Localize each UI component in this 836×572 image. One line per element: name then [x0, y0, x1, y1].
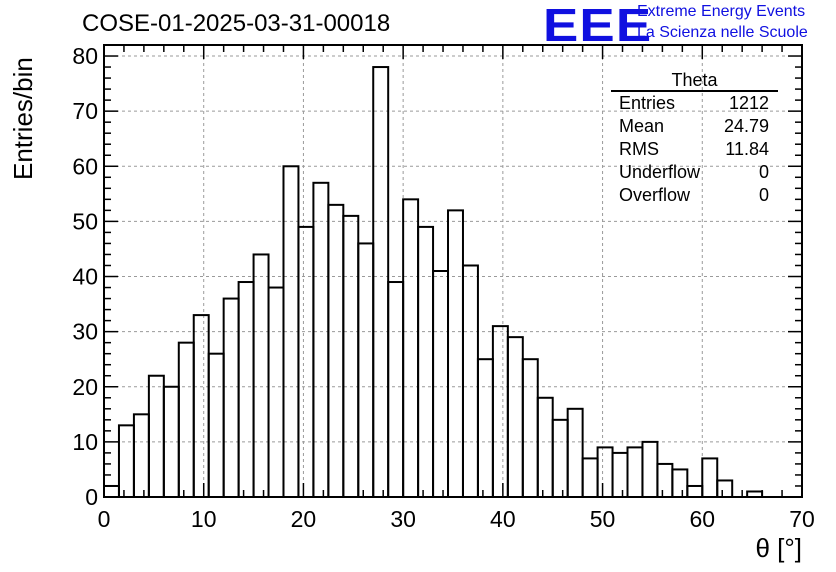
histogram-bin: [177, 341, 195, 498]
logo-line-1: Extreme Energy Events: [637, 3, 806, 20]
y-tick-label: 20: [72, 374, 98, 400]
histogram-bin: [641, 440, 659, 499]
x-tick-label: 20: [291, 506, 317, 532]
stats-label: RMS: [619, 139, 659, 159]
x-tick-label: 60: [689, 506, 715, 532]
y-tick-label: 0: [85, 484, 98, 510]
histogram-bin: [132, 413, 150, 499]
chart-title: COSE-01-2025-03-31-00018: [82, 10, 391, 37]
stats-title: Theta: [611, 70, 778, 92]
y-tick-label: 70: [72, 98, 98, 124]
plot-frame: [103, 44, 803, 498]
x-tick-label: 10: [191, 506, 217, 532]
histogram-bin: [147, 374, 165, 499]
stats-label: Entries: [619, 93, 676, 113]
histogram-bin: [103, 484, 120, 499]
histogram-bin: [327, 203, 345, 498]
x-tick-label: 50: [590, 506, 616, 532]
histogram-bin: [432, 270, 450, 498]
histogram-bin: [491, 325, 509, 498]
logo-line-2: La Scienza nelle Scuole: [637, 24, 808, 41]
histogram-bin: [267, 286, 285, 498]
y-tick-label: 80: [72, 43, 98, 69]
histogram-bin: [686, 484, 704, 499]
histogram-bin: [357, 242, 375, 498]
histogram-bin: [626, 446, 644, 499]
histogram-bin: [417, 225, 435, 498]
stats-value: 1212: [728, 93, 769, 113]
histogram-bin: [506, 336, 524, 498]
histogram-bin: [402, 198, 420, 498]
stats-label: Mean: [619, 116, 665, 136]
x-tick-label: 70: [789, 506, 815, 532]
histogram-bin: [551, 418, 569, 498]
stats-row-entries: Entries 1212: [611, 92, 778, 115]
stats-row-mean: Mean 24.79: [611, 115, 778, 138]
histogram-bin: [656, 462, 674, 498]
histogram-bin: [461, 264, 479, 498]
y-tick-label: 40: [72, 264, 98, 290]
histogram-bin: [297, 225, 315, 498]
stats-row-underflow: Underflow 0: [611, 161, 778, 184]
histogram-bin: [671, 468, 689, 499]
histogram-bin: [387, 281, 405, 498]
eee-logo: EEE: [543, 0, 653, 51]
histogram-bin: [117, 424, 135, 498]
histogram-bin: [192, 314, 210, 498]
stats-value: 24.79: [723, 116, 769, 136]
y-tick-label: 30: [72, 319, 98, 345]
histogram-bin: [207, 352, 225, 498]
x-tick-label: 30: [390, 506, 416, 532]
histogram-bin: [536, 396, 554, 498]
x-tick-label: 40: [490, 506, 516, 532]
histogram-bin: [237, 281, 255, 498]
histogram-bin: [611, 451, 629, 498]
histogram-bin: [476, 358, 494, 498]
histogram-bin: [312, 181, 330, 498]
y-tick-label: 50: [72, 208, 98, 234]
stats-box: Theta Entries 1212 Mean 24.79 RMS 11.84 …: [611, 70, 778, 207]
y-tick-label: 10: [72, 429, 98, 455]
histogram-bin: [701, 457, 719, 499]
stats-value: 11.84: [725, 139, 769, 159]
y-axis-label: Entries/bin: [8, 57, 38, 180]
stats-label: Underflow: [619, 162, 701, 182]
y-tick-label: 60: [72, 153, 98, 179]
stats-label: Overflow: [619, 185, 691, 205]
stats-value: 0: [758, 162, 769, 182]
histogram-bin: [372, 66, 390, 499]
histogram-bin: [252, 253, 270, 498]
histogram-bin: [222, 297, 240, 498]
histogram-bin: [447, 209, 464, 499]
histogram-bin: [521, 358, 539, 498]
histogram-bin: [566, 407, 584, 498]
histogram-bin: [596, 446, 614, 499]
stats-value: 0: [758, 185, 769, 205]
histogram-bin: [716, 479, 734, 498]
stats-row-rms: RMS 11.84: [611, 138, 778, 161]
x-axis-label: θ [°]: [755, 533, 802, 563]
histogram-bin: [581, 457, 599, 499]
stats-row-overflow: Overflow 0: [611, 184, 778, 207]
histogram-bin: [342, 214, 360, 498]
x-tick-label: 0: [98, 506, 111, 532]
